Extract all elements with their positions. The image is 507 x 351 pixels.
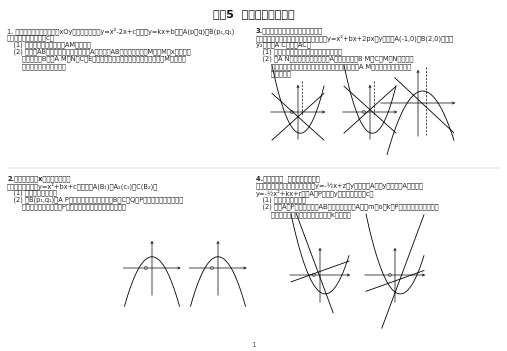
Text: 交抛物线于B，使A M、N、C、E是平行四边形的四个顶点？若存在，求点M的坐标；: 交抛物线于B，使A M、N、C、E是平行四边形的四个顶点？若存在，求点M的坐标； [7,56,186,62]
Text: (1) 求抛物线的解析式，并写出它的对称轴: (1) 求抛物线的解析式，并写出它的对称轴 [256,48,342,55]
Text: 说明理由。: 说明理由。 [256,70,291,77]
Text: 如图，在平面直角坐标系中，直线y=-½x+z与y轴交于点A，与y轴交于点A，抛物线: 如图，在平面直角坐标系中，直线y=-½x+z与y轴交于点A，与y轴交于点A，抛物… [256,182,424,189]
Text: (1) 求抛物线的解析式: (1) 求抛物线的解析式 [256,197,306,203]
Text: 4.【两定两动  四线对称性问题】: 4.【两定两动 四线对称性问题】 [256,175,319,181]
Text: 1: 1 [251,342,255,348]
Text: 四边形时，请求出满足所有条件的k的坐标。: 四边形时，请求出满足所有条件的k的坐标。 [256,211,351,218]
Text: O: O [144,266,148,271]
Text: 四边形？若存在，求点P的坐标，若不存在，请说明理由。: 四边形？若存在，求点P的坐标，若不存在，请说明理由。 [7,204,126,210]
Text: (1) 求抛物线解析式及直线AM的解析式: (1) 求抛物线解析式及直线AM的解析式 [7,41,91,48]
Text: 四边形是平行四边形？若存在请写出满足条件的点A M的坐标；若不存在，请: 四边形是平行四边形？若存在请写出满足条件的点A M的坐标；若不存在，请 [256,63,411,69]
Text: 如图，已知抛物线y=x²+bx+c的图像过A(B₁)、A₂(c₁)、C(B₂)。: 如图，已知抛物线y=x²+bx+c的图像过A(B₁)、A₂(c₁)、C(B₂)。 [7,182,158,190]
Text: y₂轴交于A C，直线AC。: y₂轴交于A C，直线AC。 [256,41,311,48]
Text: (2) 若B(p₁,q₁)，A P在抛物线上，是否存在点B，C，Q，P为顶点的四边形是平行: (2) 若B(p₁,q₁)，A P在抛物线上，是否存在点B，C，Q，P为顶点的四… [7,197,183,203]
Text: 若不存在，请说明理由。: 若不存在，请说明理由。 [7,63,66,69]
Text: O: O [362,110,366,115]
Text: O: O [290,110,294,115]
Text: y=-½x²+kx+r过点A，P两点与y轴的平行轴交于c。: y=-½x²+kx+r过点A，P两点与y轴的平行轴交于c。 [256,190,374,197]
Text: O: O [387,273,391,278]
Text: 3.【两定两动，对称轴对称性问题】: 3.【两定两动，对称轴对称性问题】 [256,27,323,34]
Text: (2) 若A N为抛物线在直线上的点A，关于我的点B M、C、M、N为顶点的: (2) 若A N为抛物线在直线上的点A，关于我的点B M、C、M、N为顶点的 [256,56,413,62]
Text: 1. 如图，在平面直角坐标系xOy中，已知抛物线y=x²-2x+c与直线y=kx+b都过A(p，q)、B(p₁,q₁): 1. 如图，在平面直角坐标系xOy中，已知抛物线y=x²-2x+c与直线y=kx… [7,27,234,35]
Text: 专题5  平行四边形存在性: 专题5 平行四边形存在性 [213,9,294,19]
Text: (2) 设直线AB与抛物线的对称轴交于点A，在射线AB上是否存在一点M，让M作x轴的垂线: (2) 设直线AB与抛物线的对称轴交于点A，在射线AB上是否存在一点M，让M作x… [7,48,191,55]
Text: (1) 求抛物线的解析式: (1) 求抛物线的解析式 [7,190,57,196]
Text: 2.【两定两动，x轴对称性问题】: 2.【两定两动，x轴对称性问题】 [7,175,70,181]
Text: (2) 已知A，P分别是在直线AB和抛物线上的点A，为m、o、k、P为顶点的四边形是平行: (2) 已知A，P分别是在直线AB和抛物线上的点A，为m、o、k、P为顶点的四边… [256,204,439,210]
Text: 如图，在平面直角坐标系中，已知抛物线y=x²+bx+2px的y轴交于A(-1,0)、B(2,0)两点，: 如图，在平面直角坐标系中，已知抛物线y=x²+bx+2px的y轴交于A(-1,0… [256,34,454,42]
Text: O: O [210,266,214,271]
Text: O: O [312,273,316,278]
Text: 两点，抛物线的顶点为c。: 两点，抛物线的顶点为c。 [7,34,55,41]
